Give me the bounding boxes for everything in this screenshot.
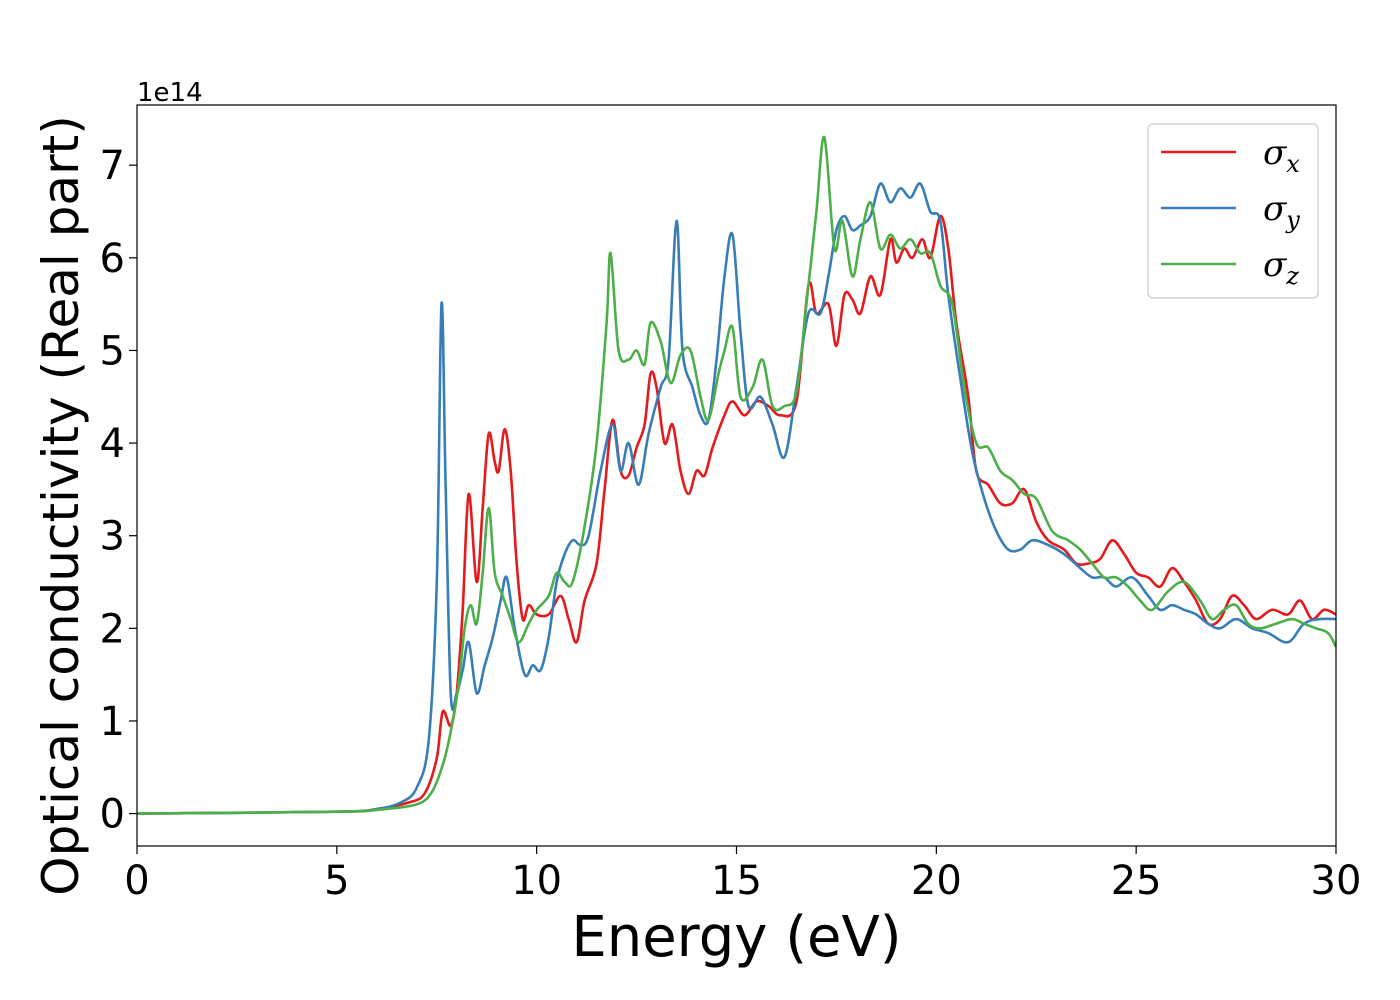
y-tick-label: 7: [100, 143, 125, 189]
legend: σx σy σz: [1147, 123, 1319, 299]
legend-box: [1147, 123, 1319, 299]
x-tick-label: 15: [711, 858, 762, 904]
y-tick-label: 6: [100, 236, 125, 282]
y-axis-offset-label: 1e14: [137, 78, 203, 108]
x-tick-label: 20: [911, 858, 962, 904]
y-tick-label: 1: [100, 699, 125, 745]
y-axis-ticks: 0 1 2 3 4 5 6 7: [100, 143, 137, 838]
series-line-z: [137, 135, 1336, 815]
x-tick-label: 30: [1311, 858, 1362, 904]
legend-label-z: σz: [1263, 245, 1299, 290]
y-tick-label: 5: [100, 328, 125, 374]
x-axis-title: Energy (eV): [571, 905, 901, 970]
x-tick-label: 5: [324, 858, 349, 904]
legend-label-x: σx: [1263, 133, 1300, 178]
y-tick-label: 2: [100, 606, 125, 652]
y-tick-label: 0: [100, 792, 125, 838]
y-axis-title: Optical conductivity (Real part): [32, 115, 90, 896]
series-line-y: [137, 182, 1336, 815]
x-tick-label: 25: [1111, 858, 1162, 904]
legend-label-y: σy: [1263, 189, 1300, 234]
y-tick-label: 4: [100, 421, 125, 467]
x-tick-label: 10: [511, 858, 562, 904]
series-line-x: [137, 214, 1336, 815]
y-tick-label: 3: [100, 514, 125, 560]
x-tick-label: 0: [124, 858, 149, 904]
series-layer: [137, 135, 1336, 815]
x-axis-ticks: 0 5 10 15 20 25 30: [124, 846, 1361, 904]
